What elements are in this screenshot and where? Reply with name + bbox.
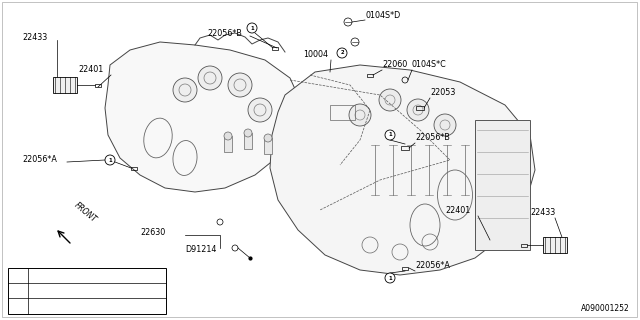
Circle shape (407, 99, 429, 121)
Circle shape (385, 273, 395, 283)
Bar (416, 106, 424, 110)
Circle shape (105, 155, 115, 165)
Text: J20831 (-’11MY1009): J20831 (-’11MY1009) (32, 285, 112, 294)
Bar (95, 84, 101, 86)
Bar (264, 138, 272, 154)
Circle shape (13, 300, 23, 310)
Text: 1: 1 (108, 157, 112, 163)
Circle shape (264, 134, 272, 142)
Polygon shape (270, 65, 535, 275)
Text: 1: 1 (250, 26, 254, 30)
Bar (402, 267, 408, 269)
Circle shape (244, 129, 252, 137)
Circle shape (228, 73, 252, 97)
Circle shape (13, 285, 23, 295)
Bar (224, 136, 232, 152)
Text: 22056*B: 22056*B (207, 29, 242, 38)
Bar (272, 46, 278, 50)
Circle shape (248, 98, 272, 122)
Circle shape (434, 114, 456, 136)
Text: 22056*A: 22056*A (415, 261, 450, 270)
Circle shape (337, 48, 347, 58)
Text: 10004: 10004 (303, 50, 328, 59)
Text: 22060: 22060 (382, 60, 407, 69)
Bar (131, 166, 137, 170)
Text: 0104S*B: 0104S*B (32, 271, 65, 280)
Text: 22433: 22433 (530, 208, 556, 217)
Text: FRONT: FRONT (73, 200, 99, 224)
Text: 22053: 22053 (430, 88, 456, 97)
Circle shape (224, 132, 232, 140)
Text: 0104S*D: 0104S*D (365, 11, 400, 20)
Circle shape (13, 270, 23, 281)
Circle shape (198, 66, 222, 90)
Text: 1: 1 (388, 132, 392, 138)
Text: 1: 1 (16, 273, 20, 278)
Bar (53, 77, 77, 93)
Circle shape (379, 89, 401, 111)
Text: 22401: 22401 (445, 206, 470, 215)
Text: 22056*B: 22056*B (415, 133, 450, 142)
Bar (521, 244, 527, 246)
Polygon shape (105, 42, 300, 192)
Text: 22056*A: 22056*A (22, 155, 57, 164)
Circle shape (173, 78, 197, 102)
Bar (244, 133, 252, 149)
Text: 0104S*C: 0104S*C (412, 60, 447, 69)
Bar (330, 105, 355, 120)
Text: 2: 2 (16, 302, 20, 308)
Text: 2: 2 (16, 287, 20, 292)
Text: 22433: 22433 (22, 33, 47, 42)
Bar (475, 120, 530, 250)
Bar (543, 237, 567, 253)
Circle shape (247, 23, 257, 33)
Bar (8, 268, 166, 314)
Text: 22630: 22630 (140, 228, 165, 237)
Text: 1: 1 (388, 276, 392, 281)
Circle shape (385, 130, 395, 140)
Bar (401, 146, 409, 150)
Text: 2: 2 (340, 51, 344, 55)
Text: 22401: 22401 (78, 65, 103, 74)
Text: J20811 (’11MY1009-): J20811 (’11MY1009-) (32, 300, 112, 309)
Text: D91214: D91214 (185, 245, 216, 254)
Text: A090001252: A090001252 (581, 304, 630, 313)
Bar (367, 74, 373, 76)
Circle shape (349, 104, 371, 126)
